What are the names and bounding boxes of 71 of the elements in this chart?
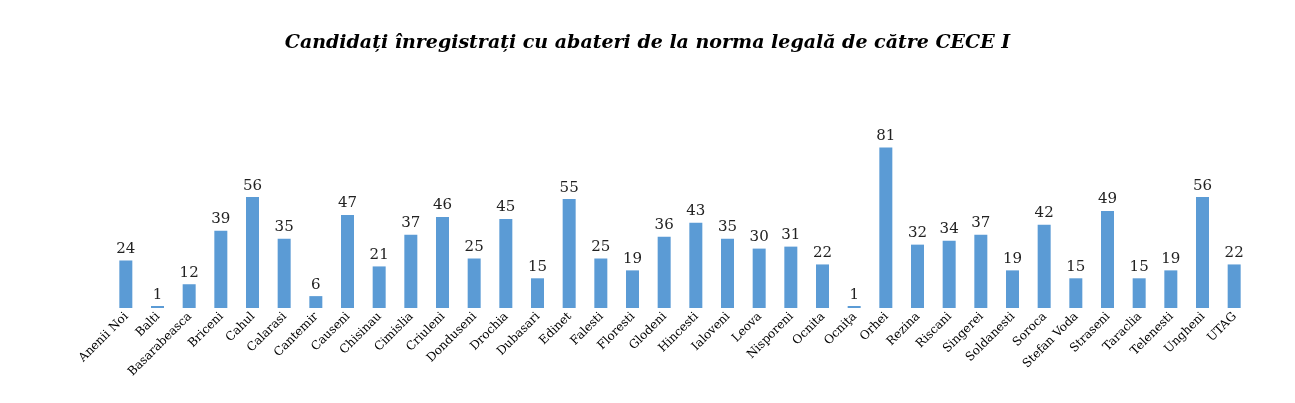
bar — [1196, 197, 1209, 308]
bar — [277, 238, 291, 308]
bar — [816, 264, 829, 308]
data-label: 34 — [939, 219, 959, 238]
bar — [309, 296, 323, 308]
bar — [499, 218, 513, 308]
data-label: 55 — [559, 177, 579, 196]
bar — [562, 199, 576, 308]
bar — [372, 266, 386, 308]
bar — [1069, 278, 1083, 308]
data-label: 19 — [1161, 248, 1181, 267]
bar — [467, 258, 481, 308]
data-label: 12 — [179, 262, 199, 281]
bar — [1164, 270, 1178, 308]
bar — [182, 284, 196, 308]
data-label: 36 — [654, 215, 674, 234]
data-label: 25 — [464, 237, 484, 255]
data-label: 1 — [849, 284, 859, 303]
bar — [1132, 278, 1146, 308]
bar — [942, 240, 956, 308]
data-label: 6 — [311, 274, 321, 293]
data-label: 19 — [622, 248, 643, 267]
data-label: 46 — [432, 195, 453, 214]
bar — [911, 244, 924, 308]
bar — [404, 234, 418, 308]
data-label: 15 — [527, 256, 548, 275]
data-label: 56 — [1192, 175, 1213, 194]
bar — [1037, 224, 1051, 308]
bar — [752, 248, 766, 308]
bar — [626, 270, 639, 308]
data-label: 30 — [749, 227, 769, 246]
data-label: 43 — [686, 201, 706, 220]
data-label: 81 — [876, 126, 896, 145]
data-label: 35 — [274, 217, 294, 236]
data-label: 25 — [591, 237, 611, 255]
bar — [531, 278, 544, 308]
bar — [657, 236, 671, 308]
bar — [721, 238, 734, 308]
bar — [689, 222, 703, 308]
bar — [119, 260, 133, 308]
chart-title: Candidați înregistrați cu abateri de la norma legală de către CECE I — [284, 29, 1012, 53]
data-label: 47 — [337, 193, 358, 212]
bar — [1101, 210, 1114, 308]
data-label: 49 — [1097, 189, 1118, 208]
data-label: 19 — [1002, 248, 1023, 267]
bar — [879, 147, 893, 308]
data-label: 37 — [971, 213, 991, 232]
data-label: 21 — [369, 244, 389, 263]
bar — [214, 230, 228, 308]
bar — [594, 258, 608, 308]
data-label: 42 — [1034, 203, 1054, 222]
data-label: 39 — [211, 209, 231, 228]
data-label: 15 — [1066, 256, 1086, 275]
bar — [246, 197, 259, 308]
data-label: 56 — [242, 175, 263, 194]
data-label: 15 — [1129, 256, 1149, 275]
bar — [436, 216, 449, 308]
data-label: 45 — [496, 197, 516, 216]
bar — [1006, 270, 1019, 308]
data-label: 1 — [152, 284, 163, 303]
data-label: 22 — [1224, 242, 1244, 261]
data-label: 32 — [907, 223, 928, 242]
bar — [1227, 264, 1241, 308]
bar — [784, 246, 798, 308]
bar — [974, 234, 988, 308]
data-label: 35 — [717, 217, 738, 236]
bar — [341, 214, 354, 308]
data-label: 31 — [781, 225, 801, 244]
data-label: 24 — [116, 238, 136, 257]
data-label: 22 — [812, 242, 833, 261]
data-label: 37 — [401, 213, 421, 232]
